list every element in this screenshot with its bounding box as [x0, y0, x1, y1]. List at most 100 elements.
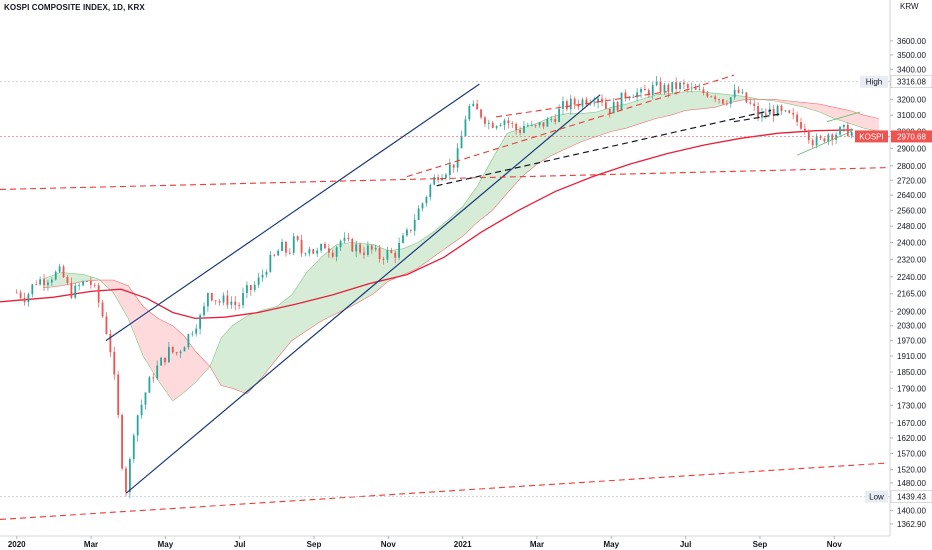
price-tick-label: 1670.00: [897, 419, 926, 428]
candle-up: [429, 184, 432, 197]
price-tick-label: 2900.00: [897, 144, 926, 153]
price-tick-label: 3500.00: [897, 51, 926, 60]
cloud-bearish: [760, 99, 879, 132]
candle-down: [66, 277, 69, 283]
candle-down: [757, 106, 759, 118]
price-tick-label: 3400.00: [897, 65, 926, 74]
candle-down: [792, 112, 795, 115]
candle-down: [686, 84, 689, 88]
candle-up: [550, 118, 553, 120]
candle-up: [78, 285, 81, 287]
candle-down: [378, 248, 381, 260]
candle-down: [452, 164, 455, 168]
candle-up: [546, 119, 549, 127]
candle-up: [39, 279, 42, 285]
candle-up: [128, 458, 131, 493]
candle-up: [144, 392, 147, 405]
candle-up: [242, 293, 244, 306]
time-tick-label: Mar: [530, 540, 544, 549]
candle-up: [729, 97, 732, 104]
candle-up: [562, 101, 564, 109]
trendline-dashed_red: [0, 462, 887, 521]
candle-down: [347, 237, 350, 240]
candle-down: [577, 104, 580, 107]
price-tick-label: 3600.00: [897, 37, 926, 46]
candle-up: [316, 250, 319, 254]
candle-up: [530, 124, 533, 126]
candle-up: [417, 208, 420, 220]
candle-up: [620, 92, 623, 110]
time-tick-label: Sep: [753, 540, 768, 549]
time-tick-label: Sep: [307, 540, 322, 549]
candle-down: [327, 248, 330, 253]
candle-down: [234, 301, 237, 306]
candle-up: [374, 248, 377, 250]
candle-up: [425, 196, 428, 204]
candle-up: [835, 134, 838, 140]
candle-down: [296, 236, 299, 240]
candle-down: [214, 300, 217, 302]
candle-up: [636, 92, 639, 98]
candle-down: [554, 118, 557, 122]
price-tick-label: 3100.00: [897, 111, 926, 120]
candle-down: [804, 128, 806, 131]
candle-down: [519, 130, 521, 133]
candle-up: [456, 148, 459, 168]
candle-up: [460, 136, 463, 149]
high-marker-label: High: [866, 78, 882, 87]
candle-up: [421, 203, 424, 209]
trendline-dashed_red: [0, 167, 887, 191]
candle-down: [409, 229, 412, 231]
candle-up: [733, 89, 736, 98]
candle-down: [601, 98, 603, 103]
candle-up: [257, 277, 260, 285]
candle-up: [593, 102, 596, 104]
candle-up: [651, 85, 654, 95]
candle-down: [480, 109, 482, 118]
candle-up: [495, 126, 498, 128]
currency-label: KRW: [900, 2, 919, 11]
candle-down: [573, 98, 576, 105]
candle-down: [823, 138, 826, 142]
candle-up: [281, 241, 283, 251]
trendline-dashed_black: [733, 113, 783, 123]
low-marker: 1439.43 Low: [0, 490, 932, 503]
price-axis: 1362.90 1400.00 1480.00 1520.00 1570.00 1620.…: [889, 0, 926, 536]
candle-down: [796, 114, 798, 123]
trendlines: [0, 74, 887, 521]
candle-down: [710, 96, 713, 98]
candle-down: [644, 88, 646, 91]
candlesticks: [15, 75, 853, 499]
candle-down: [605, 102, 607, 109]
candle-up: [612, 101, 615, 114]
candle-down: [351, 239, 354, 252]
candle-up: [343, 237, 346, 241]
candle-up: [632, 97, 635, 98]
candle-up: [136, 415, 139, 436]
price-tick-label: 2165.00: [897, 290, 926, 299]
candle-down: [476, 103, 479, 110]
candle-up: [843, 124, 845, 128]
time-tick-label: Mar: [84, 540, 98, 549]
candle-up: [47, 282, 49, 286]
candle-down: [285, 241, 287, 253]
candle-down: [484, 117, 486, 124]
candle-up: [776, 105, 779, 117]
candle-up: [179, 351, 182, 354]
candle-down: [288, 252, 291, 254]
price-tick-label: 1362.90: [897, 520, 926, 529]
candle-down: [210, 293, 213, 301]
candle-up: [850, 131, 853, 136]
price-tick-label: 2030.00: [897, 322, 926, 331]
candle-down: [565, 101, 568, 110]
price-tick-label: 2400.00: [897, 238, 926, 247]
price-tick-label: 2560.00: [897, 206, 926, 215]
cloud-bullish: [210, 91, 761, 394]
candle-down: [249, 285, 252, 290]
candle-down: [722, 99, 724, 104]
candle-down: [811, 140, 814, 146]
candle-down: [43, 279, 45, 286]
candle-up: [269, 254, 272, 272]
candle-up: [464, 119, 467, 137]
